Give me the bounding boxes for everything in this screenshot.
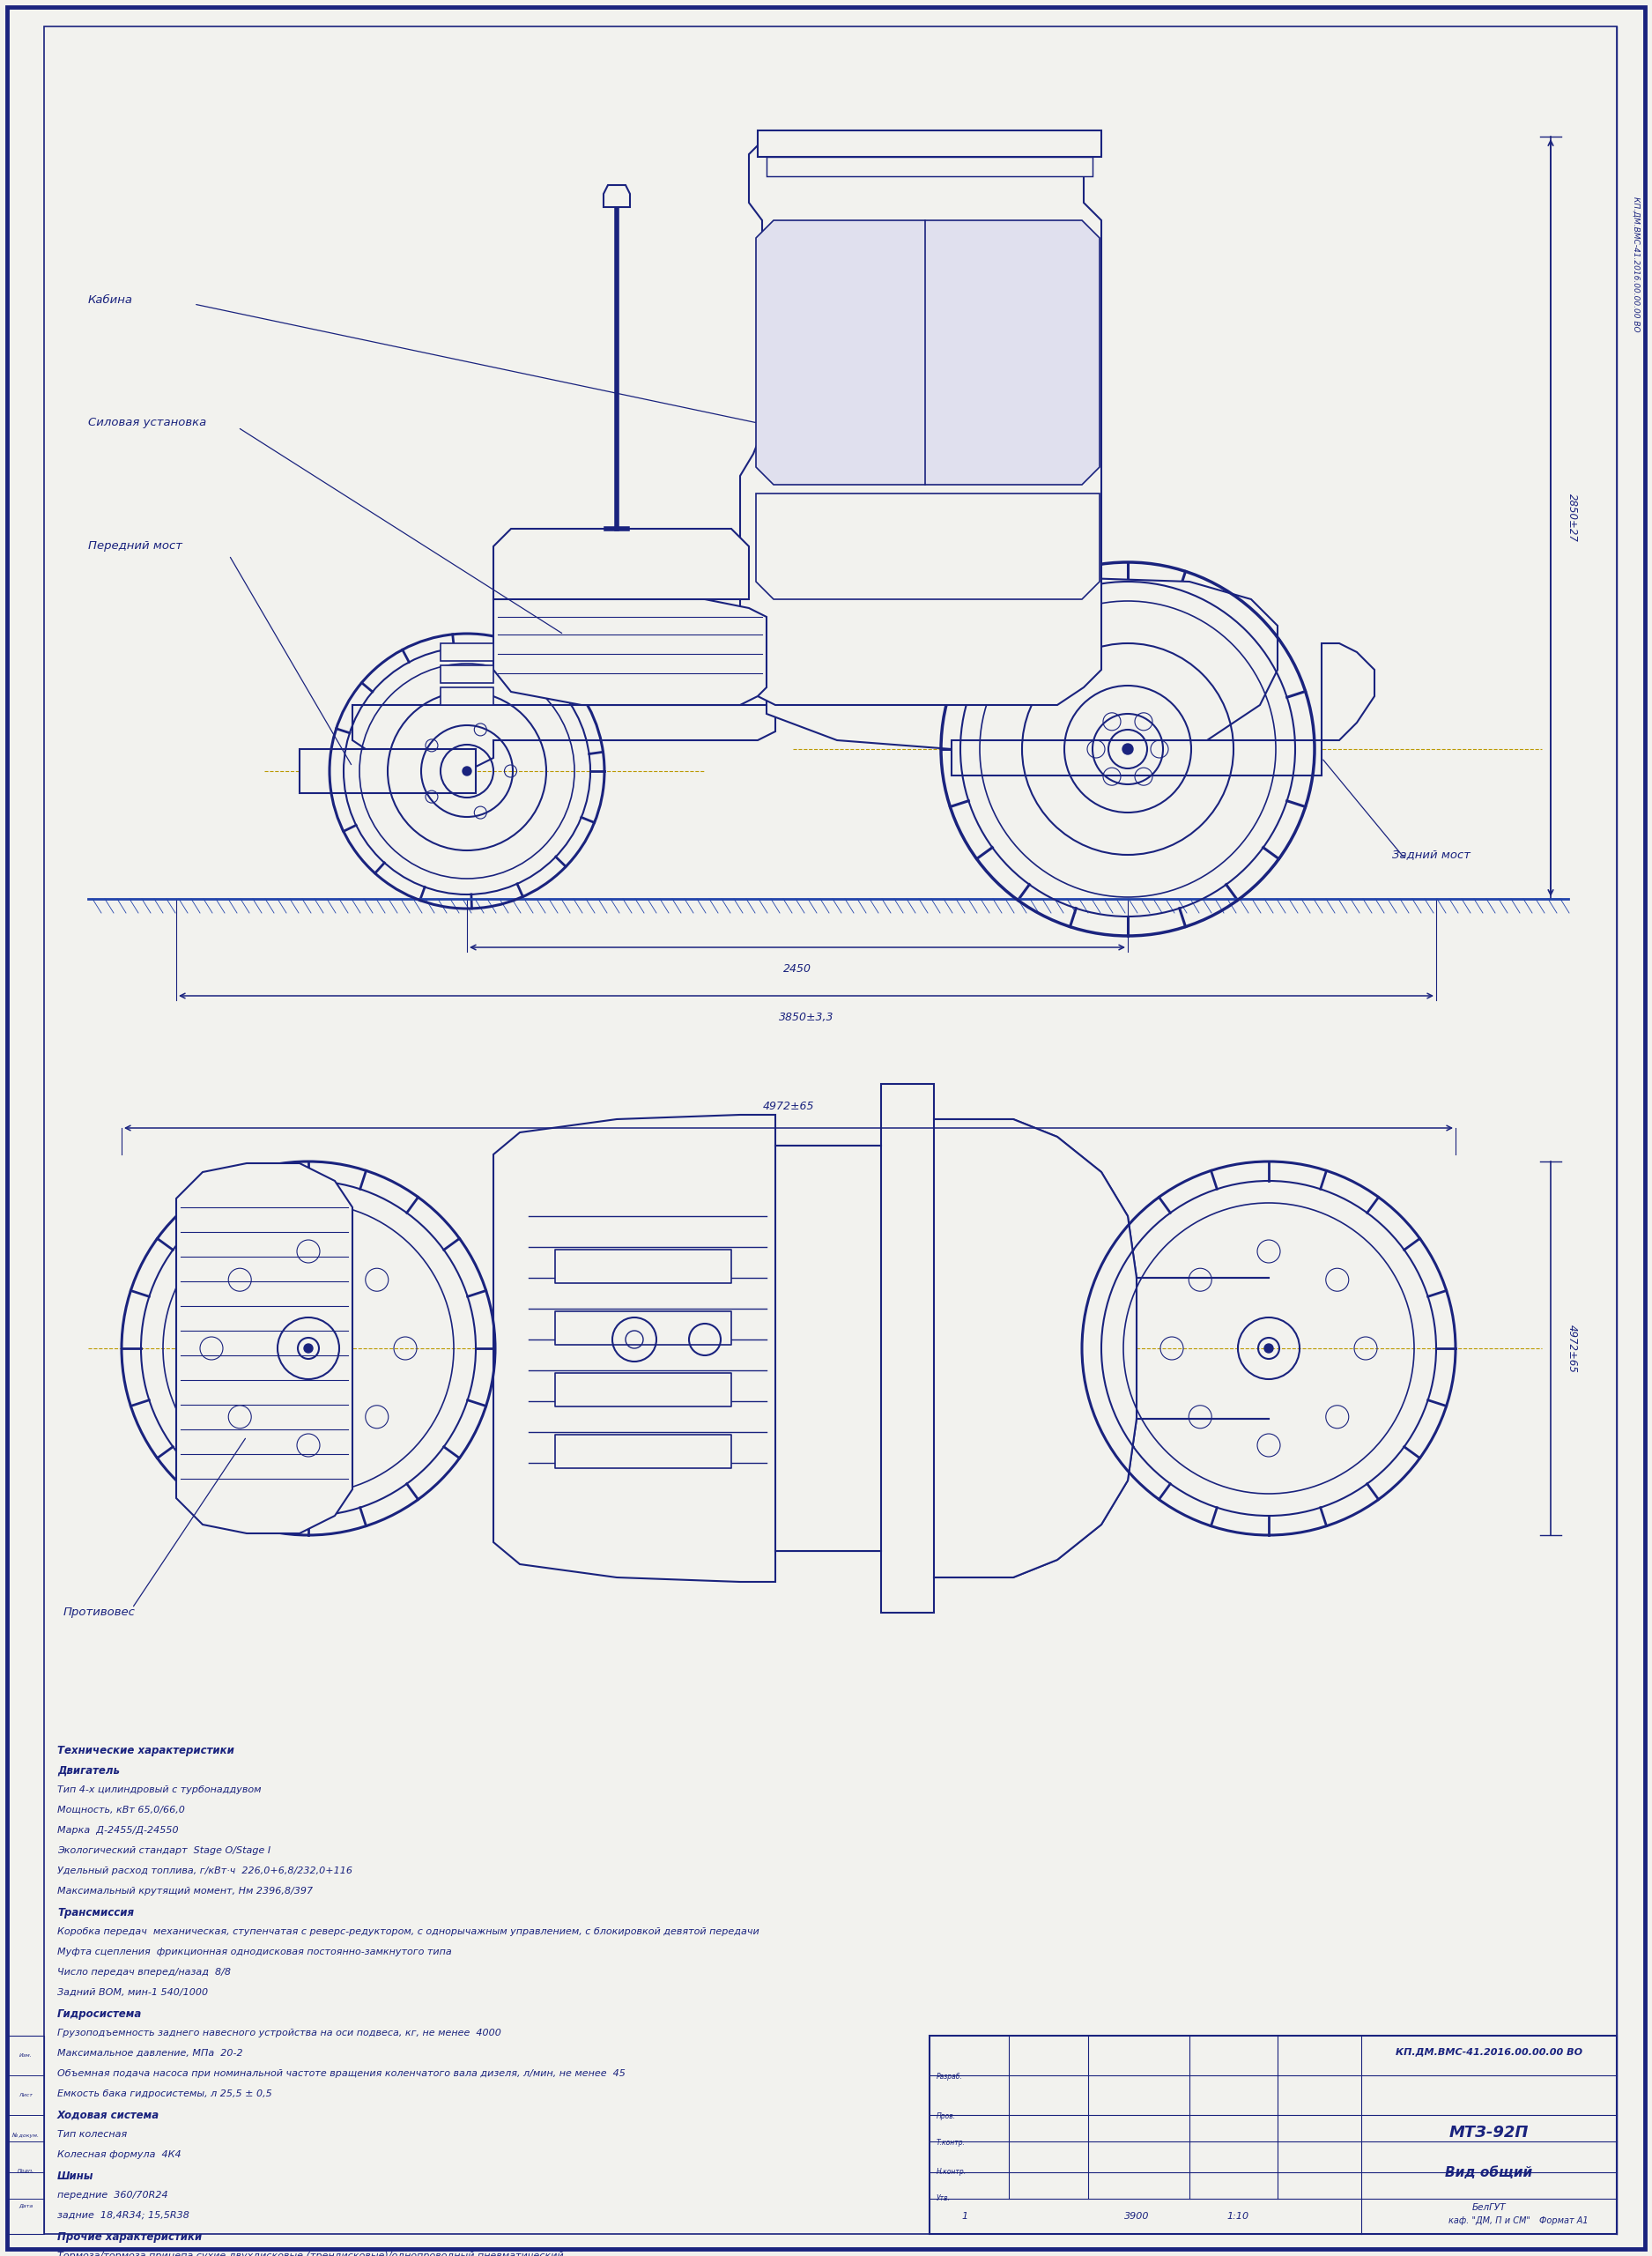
Text: Число передач вперед/назад  8/8: Число передач вперед/назад 8/8 [58, 1967, 231, 1976]
Bar [555, 1250, 732, 1284]
Text: Коробка передач  механическая, ступенчатая с реверс-редуктором, с однорычажным у: Коробка передач механическая, ступенчата… [58, 1927, 760, 1936]
Text: Утв.: Утв. [937, 2195, 950, 2202]
Text: Удельный расход топлива, г/кВт·ч  226,0+6,8/232,0+116: Удельный расход топлива, г/кВт·ч 226,0+6… [58, 1866, 352, 1875]
Bar [441, 666, 494, 684]
Text: Ходовая система: Ходовая система [58, 2109, 160, 2121]
Text: Подп.: Подп. [17, 2168, 35, 2173]
Text: Технические характеристики: Технические характеристики [58, 1744, 235, 1757]
Bar [930, 2035, 1617, 2233]
Polygon shape [757, 221, 1100, 485]
Polygon shape [767, 578, 1277, 758]
Polygon shape [494, 1083, 1137, 1613]
Text: Вид общий: Вид общий [1446, 2166, 1533, 2179]
Polygon shape [177, 1164, 352, 1534]
Circle shape [1122, 744, 1133, 754]
Text: каф. "ДМ, П и СМ": каф. "ДМ, П и СМ" [1449, 2215, 1530, 2224]
Polygon shape [757, 494, 1100, 600]
Bar [555, 1311, 732, 1345]
Text: БелГУТ: БелГУТ [1472, 2204, 1507, 2211]
Text: № докум.: № докум. [12, 2132, 40, 2139]
Bar [441, 688, 494, 704]
Text: Передний мост: Передний мост [88, 541, 182, 553]
Polygon shape [494, 596, 767, 704]
Bar [555, 1435, 732, 1469]
Text: Дата: Дата [18, 2204, 33, 2209]
Text: Разраб.: Разраб. [937, 2073, 963, 2080]
Text: Лист: Лист [18, 2094, 33, 2098]
Text: 3850±3,3: 3850±3,3 [778, 1011, 834, 1024]
Text: Силовая установка: Силовая установка [88, 417, 207, 429]
Text: Тип 4-х цилиндровый с турбонаддувом: Тип 4-х цилиндровый с турбонаддувом [58, 1784, 261, 1794]
Text: 3900: 3900 [1123, 2211, 1150, 2220]
Text: Марка  Д-2455/Д-24550: Марка Д-2455/Д-24550 [58, 1825, 178, 1834]
Text: задние  18,4R34; 15,5R38: задние 18,4R34; 15,5R38 [58, 2211, 190, 2220]
Polygon shape [352, 704, 775, 767]
Polygon shape [299, 749, 476, 794]
Text: Т.контр.: Т.контр. [937, 2139, 966, 2148]
Text: передние  360/70R24: передние 360/70R24 [58, 2191, 169, 2200]
Bar [7, 2035, 45, 2233]
Circle shape [1264, 1345, 1274, 1354]
Polygon shape [603, 185, 629, 208]
Polygon shape [933, 1119, 1137, 1577]
Polygon shape [952, 740, 1322, 776]
Circle shape [304, 1345, 312, 1354]
Circle shape [463, 767, 471, 776]
Text: 1: 1 [961, 2211, 968, 2220]
Text: Максимальный крутящий момент, Нм 2396,8/397: Максимальный крутящий момент, Нм 2396,8/… [58, 1886, 312, 1895]
Text: Объемная подача насоса при номинальной частоте вращения коленчатого вала дизеля,: Объемная подача насоса при номинальной ч… [58, 2069, 626, 2078]
Text: Шины: Шины [58, 2170, 94, 2182]
Bar [441, 643, 494, 661]
Text: КП.ДМ.ВМС-41.2016.00.00.00 ВО: КП.ДМ.ВМС-41.2016.00.00.00 ВО [1396, 2046, 1583, 2055]
Text: Задний мост: Задний мост [1393, 848, 1470, 860]
Text: Экологический стандарт  Stage O/Stage I: Экологический стандарт Stage O/Stage I [58, 1845, 271, 1854]
Text: Пров.: Пров. [937, 2112, 957, 2121]
Text: МТЗ-92П: МТЗ-92П [1449, 2125, 1528, 2141]
Text: Грузоподъемность заднего навесного устройства на оси подвеса, кг, не менее  4000: Грузоподъемность заднего навесного устро… [58, 2028, 501, 2037]
Text: Максимальное давление, МПа  20-2: Максимальное давление, МПа 20-2 [58, 2048, 243, 2057]
Text: Тип колесная: Тип колесная [58, 2130, 127, 2139]
Bar [758, 131, 1102, 158]
Text: 4972±65: 4972±65 [763, 1101, 814, 1112]
Text: Трансмиссия: Трансмиссия [58, 1906, 134, 1918]
Text: 1:10: 1:10 [1227, 2211, 1249, 2220]
Text: Кабина: Кабина [88, 293, 134, 305]
Polygon shape [775, 1146, 881, 1552]
Text: Тормоза/тормоза прицепа сухие двухдисковые (трендисковые)/однопроводный пневмати: Тормоза/тормоза прицепа сухие двухдисков… [58, 2251, 563, 2256]
Polygon shape [494, 528, 748, 600]
Text: Прочие характеристики: Прочие характеристики [58, 2231, 202, 2242]
Polygon shape [1322, 643, 1374, 740]
Polygon shape [740, 138, 1102, 704]
Text: Задний ВОМ, мин-1 540/1000: Задний ВОМ, мин-1 540/1000 [58, 1988, 208, 1997]
Text: Противовес: Противовес [63, 1606, 135, 1618]
Text: 2450: 2450 [783, 963, 811, 975]
Bar [767, 158, 1092, 176]
Text: Гидросистема: Гидросистема [58, 2008, 142, 2019]
Text: Двигатель: Двигатель [58, 1764, 119, 1778]
Text: Колесная формула  4К4: Колесная формула 4К4 [58, 2150, 182, 2159]
Text: Емкость бака гидросистемы, л 25,5 ± 0,5: Емкость бака гидросистемы, л 25,5 ± 0,5 [58, 2089, 273, 2098]
Text: 2850±27: 2850±27 [1566, 494, 1578, 541]
Text: Н.контр.: Н.контр. [937, 2168, 966, 2175]
Polygon shape [881, 643, 1181, 767]
Text: Изм.: Изм. [20, 2053, 31, 2057]
Text: Муфта сцепления  фрикционная однодисковая постоянно-замкнутого типа: Муфта сцепления фрикционная однодисковая… [58, 1947, 451, 1956]
Bar [555, 1374, 732, 1405]
Text: Мощность, кВт 65,0/66,0: Мощность, кВт 65,0/66,0 [58, 1805, 185, 1814]
Text: Формат А1: Формат А1 [1540, 2215, 1589, 2224]
Text: 4972±65: 4972±65 [1566, 1324, 1578, 1372]
Text: КП.ДМ.ВМС-41.2016.00.00.00 ВО: КП.ДМ.ВМС-41.2016.00.00.00 ВО [1632, 196, 1640, 332]
